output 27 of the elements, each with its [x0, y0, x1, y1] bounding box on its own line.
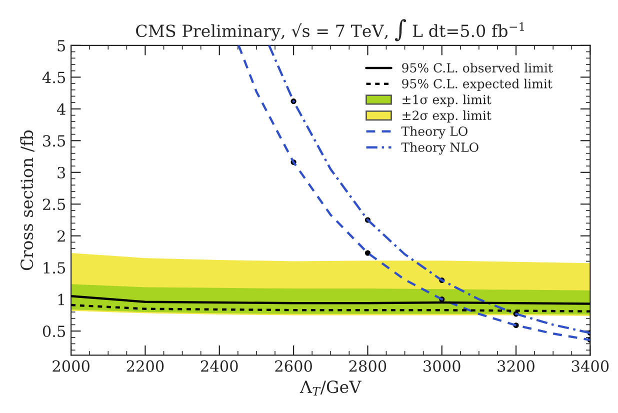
- legend-label: 95% C.L. observed limit: [402, 62, 553, 73]
- y-tick-label: 2: [58, 230, 65, 242]
- chart-title: CMS Preliminary, √s = 7 TeV, ∫ L dt=5.0 fb$^{−1}$: [136, 19, 524, 42]
- legend-label: Theory LO: [401, 126, 468, 139]
- x-axis-title: Λ$_{T}$/GeV: [300, 380, 362, 396]
- legend-label: ±1σ exp. limit: [402, 94, 492, 107]
- x-tick-label: 2200: [126, 360, 164, 372]
- y-tick-label: 4: [56, 103, 66, 115]
- y-tick-label: 5: [58, 40, 66, 52]
- x-tick-label: 2600: [275, 360, 312, 372]
- legend-label: ±2σ exp. limit: [402, 110, 492, 123]
- x-tick-label: 3400: [572, 360, 609, 372]
- legend-label: Theory NLO: [401, 142, 478, 155]
- y-tick-label: 0.5: [42, 326, 66, 338]
- x-tick-label: 2000: [52, 360, 90, 372]
- x-tick-label: 2800: [349, 360, 386, 372]
- y-tick-label: 2.5: [42, 198, 66, 210]
- y-tick-label: 1: [58, 294, 64, 306]
- y-tick-label: 3: [58, 166, 66, 178]
- x-tick-label: 3200: [498, 360, 534, 372]
- y-tick-label: 3.5: [43, 135, 66, 147]
- y-tick-label: 1.5: [44, 262, 66, 274]
- x-tick-label: 2400: [200, 360, 238, 372]
- y-axis-title: Cross section /fb: [20, 130, 34, 270]
- x-tick-label: 3000: [424, 360, 460, 372]
- legend-label: 95% C.L. expected limit: [402, 78, 552, 91]
- y-tick-label: 4.5: [42, 72, 66, 84]
